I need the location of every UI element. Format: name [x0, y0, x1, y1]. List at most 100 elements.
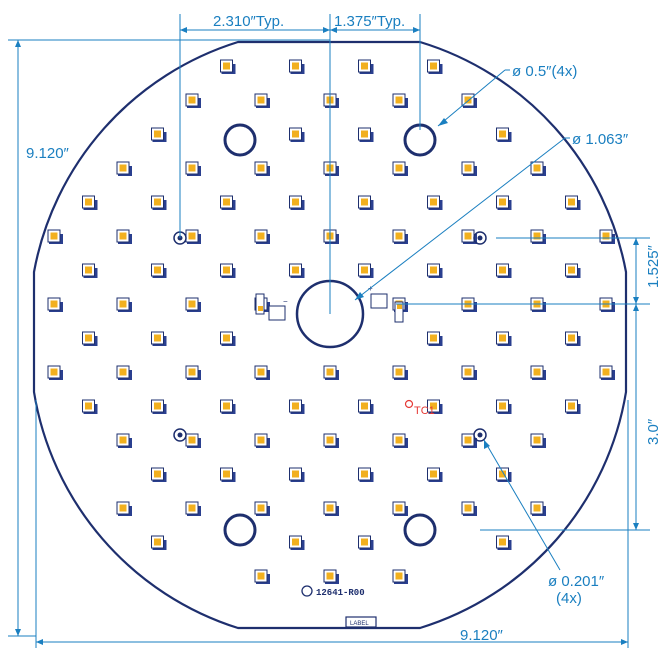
- led: [220, 467, 236, 482]
- led: [461, 161, 477, 176]
- led: [323, 93, 339, 108]
- led: [254, 229, 270, 244]
- led: [82, 263, 98, 278]
- label-box-text: LABEL: [350, 621, 369, 627]
- large-hole: [223, 513, 257, 547]
- led: [151, 127, 167, 142]
- led: [461, 297, 477, 312]
- led: [323, 433, 339, 448]
- led: [289, 195, 305, 210]
- led: [427, 263, 443, 278]
- led: [116, 161, 132, 176]
- led: [461, 93, 477, 108]
- led: [496, 331, 512, 346]
- led: [254, 161, 270, 176]
- mount-hole: [477, 235, 483, 241]
- led: [289, 467, 305, 482]
- led: [530, 501, 546, 516]
- led: [151, 195, 167, 210]
- led: [185, 229, 201, 244]
- label-box: [345, 616, 377, 628]
- led: [185, 93, 201, 108]
- mount-hole-label: ø 0.201″: [548, 573, 605, 590]
- led: [323, 229, 339, 244]
- led: [427, 59, 443, 74]
- led: [185, 297, 201, 312]
- led: [392, 501, 408, 516]
- led: [323, 161, 339, 176]
- led: [427, 399, 443, 414]
- mount-hole: [173, 428, 187, 442]
- led: [116, 365, 132, 380]
- led: [530, 297, 546, 312]
- connector-pad: [268, 305, 286, 321]
- led: [82, 399, 98, 414]
- led: [151, 399, 167, 414]
- led: [565, 331, 581, 346]
- led: [530, 229, 546, 244]
- led: [220, 59, 236, 74]
- led: [427, 467, 443, 482]
- led: [254, 365, 270, 380]
- led: [323, 569, 339, 584]
- led: [358, 127, 374, 142]
- board-width-label: 9.120″: [460, 627, 504, 644]
- led: [220, 263, 236, 278]
- led: [599, 229, 615, 244]
- led: [254, 93, 270, 108]
- led: [599, 365, 615, 380]
- led: [565, 263, 581, 278]
- testpoint-label: TC1: [414, 405, 435, 417]
- mount-hole: [177, 432, 183, 438]
- led: [427, 195, 443, 210]
- manufacturer-logo-icon: [301, 585, 313, 597]
- large-hole: [403, 513, 437, 547]
- led: [47, 365, 63, 380]
- dimension-arrows: [15, 27, 639, 645]
- mount-hole-qty-label: (4x): [556, 590, 582, 607]
- led: [427, 331, 443, 346]
- led: [392, 365, 408, 380]
- led: [254, 569, 270, 584]
- led: [47, 297, 63, 312]
- testpoint-icon: [404, 399, 414, 409]
- row-spacing-label: 1.525″: [645, 244, 662, 288]
- connector-pin: [255, 293, 265, 315]
- led: [116, 433, 132, 448]
- led: [254, 501, 270, 516]
- center-hole-label: ø 1.063″: [572, 131, 629, 148]
- led: [496, 535, 512, 550]
- mount-hole: [477, 432, 483, 438]
- led-array: [47, 59, 615, 584]
- led: [82, 331, 98, 346]
- led: [47, 229, 63, 244]
- led: [530, 433, 546, 448]
- mount-hole: [473, 428, 487, 442]
- led: [289, 59, 305, 74]
- led: [254, 433, 270, 448]
- led: [323, 365, 339, 380]
- polarity-minus: −: [283, 297, 288, 306]
- led: [185, 501, 201, 516]
- led: [496, 195, 512, 210]
- led: [151, 263, 167, 278]
- led: [185, 365, 201, 380]
- led: [185, 161, 201, 176]
- led: [358, 399, 374, 414]
- pitch-x-label: 2.310″Typ.: [213, 13, 284, 30]
- connector-pin: [397, 304, 402, 309]
- mount-hole: [473, 231, 487, 245]
- board-outline: [32, 40, 628, 630]
- led: [599, 297, 615, 312]
- led: [116, 297, 132, 312]
- led: [496, 399, 512, 414]
- hole-spacing-label: 3.0″: [645, 418, 662, 445]
- led: [289, 399, 305, 414]
- led: [392, 229, 408, 244]
- led: [496, 263, 512, 278]
- board-height-label: 9.120″: [26, 145, 70, 162]
- dimension-lines: [8, 14, 650, 648]
- led: [151, 535, 167, 550]
- led: [323, 501, 339, 516]
